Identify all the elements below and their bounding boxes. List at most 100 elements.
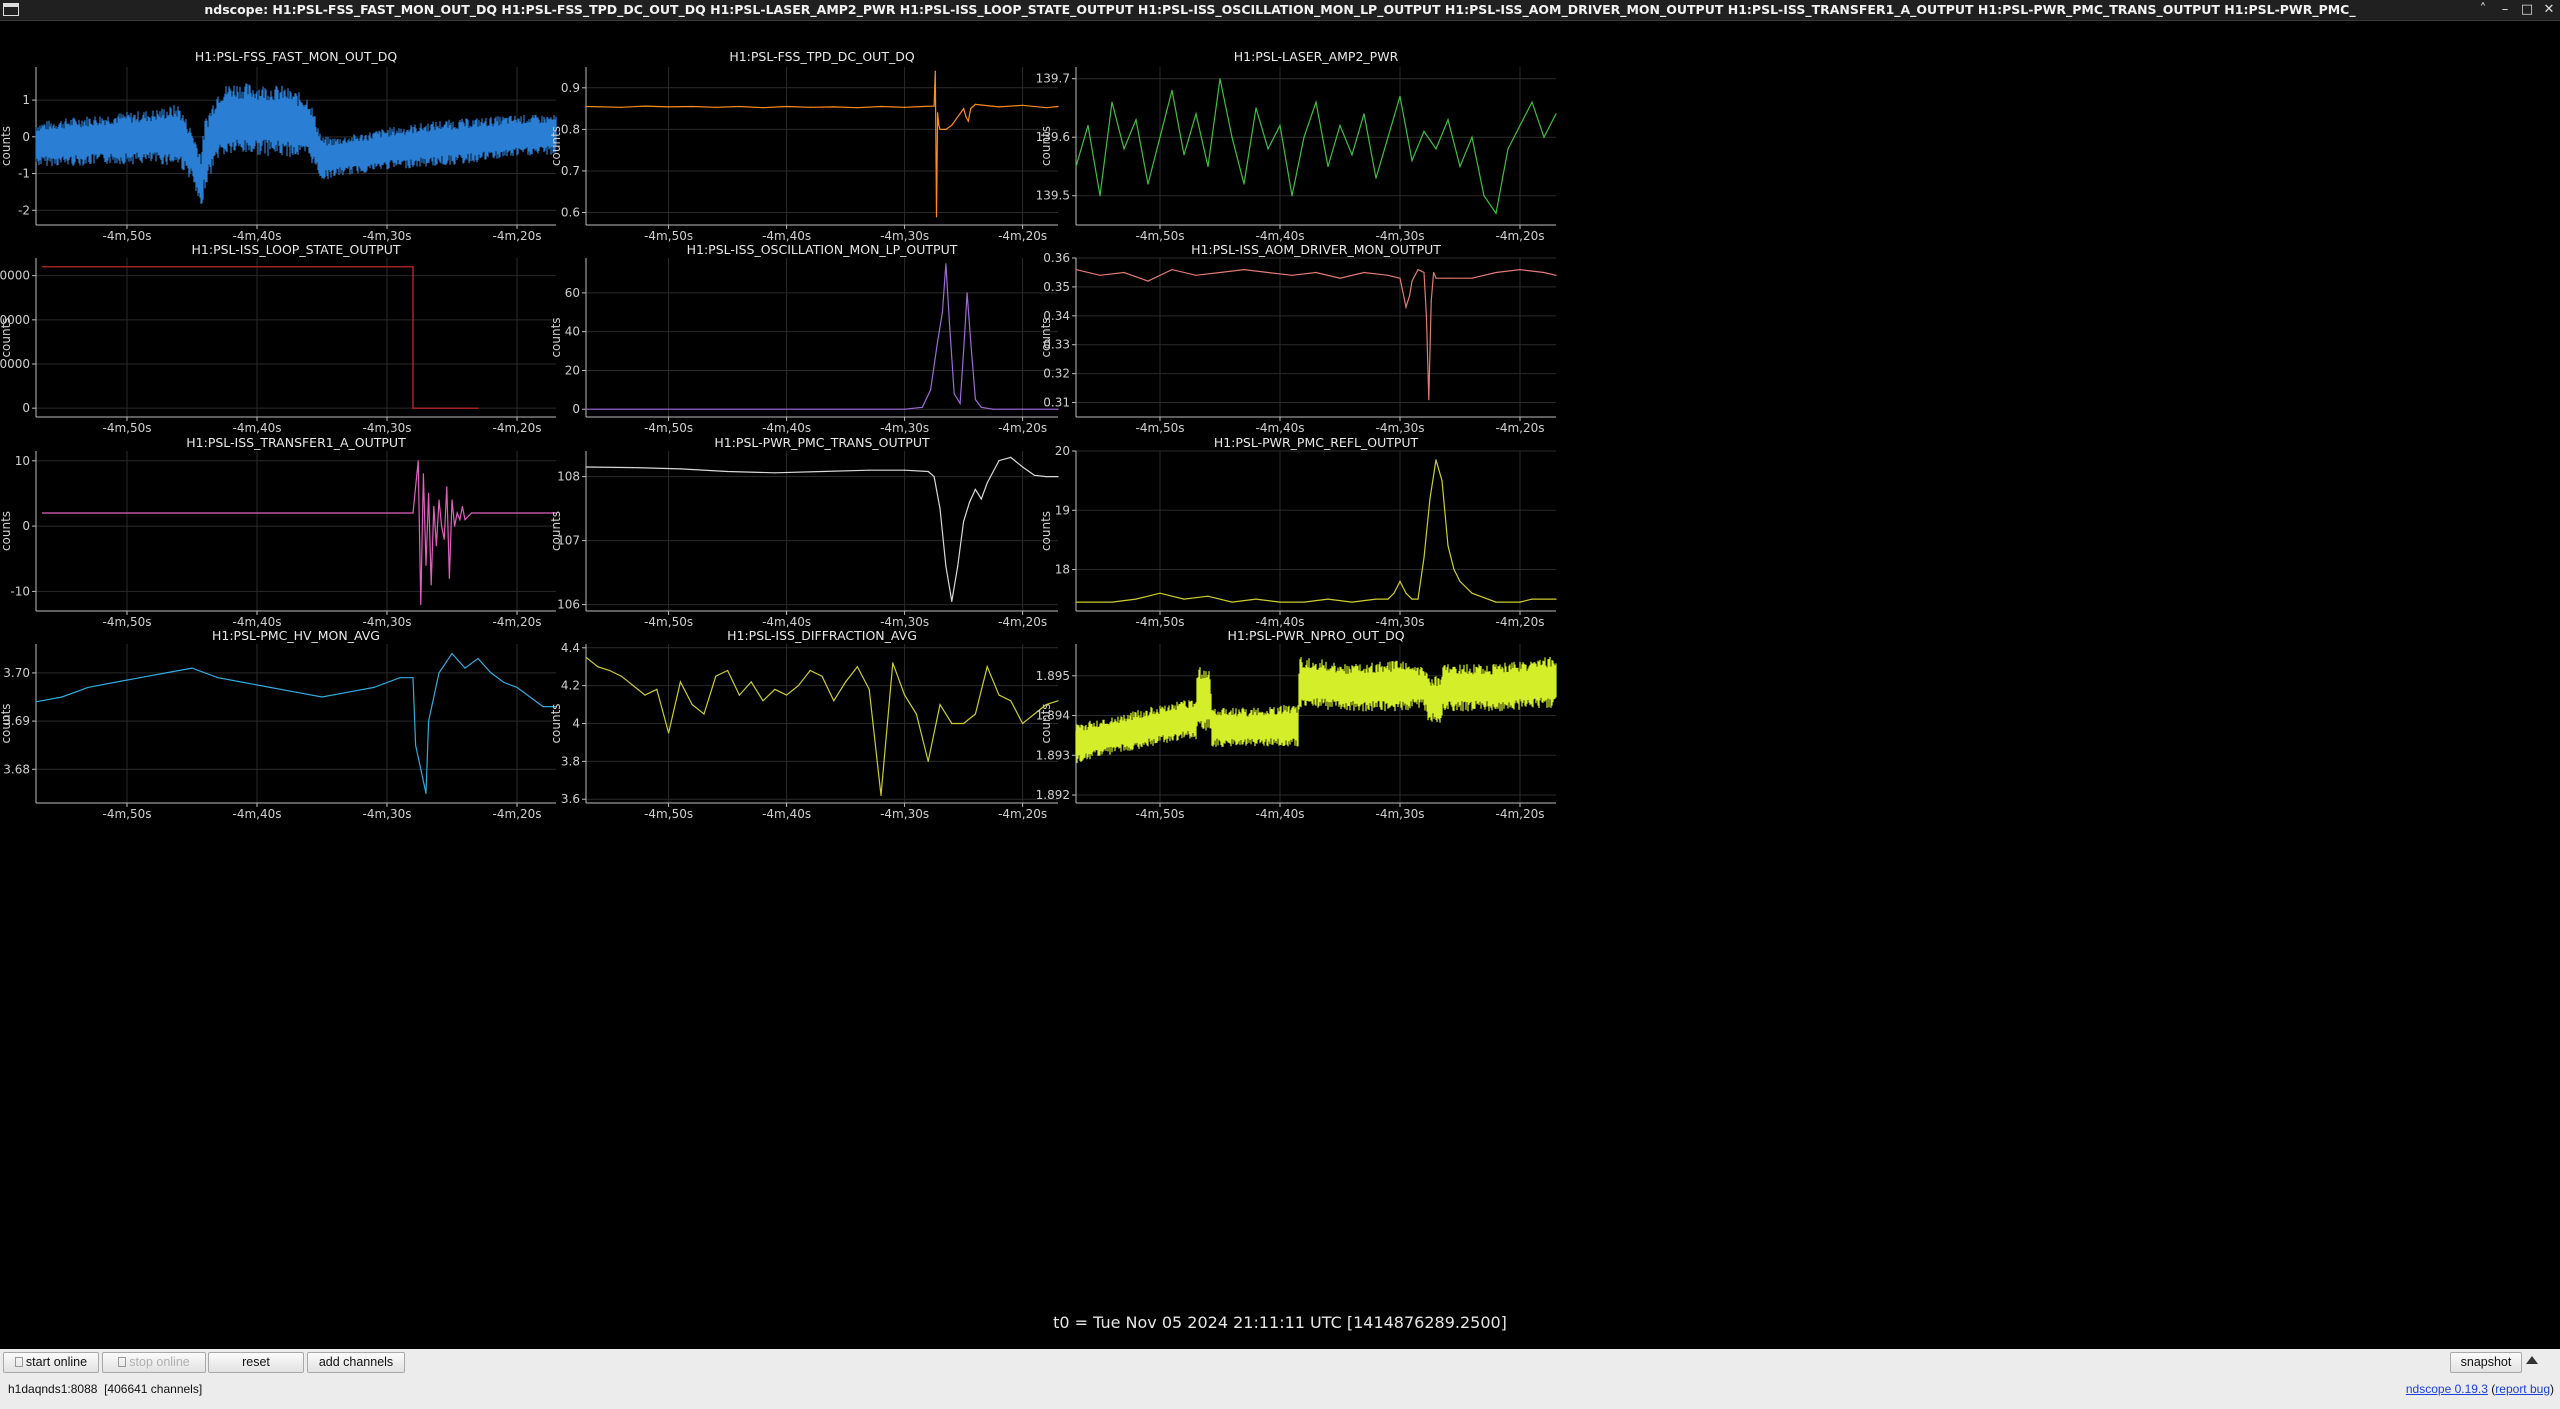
data-point xyxy=(1123,148,1125,150)
data-point xyxy=(992,408,994,410)
channel-count: [406641 channels] xyxy=(104,1382,203,1396)
data-point xyxy=(1135,598,1137,600)
x-tick-label: -4m,30s xyxy=(1376,421,1425,435)
plot-11[interactable]: -4m,50s -4m,40s -4m,30s -4m,20s 3.6 3.8 4 4.2 4.… xyxy=(549,628,1059,821)
data-point xyxy=(762,700,764,702)
data-point xyxy=(1171,89,1173,91)
x-tick-label: -4m,40s xyxy=(1256,807,1305,821)
data-point xyxy=(1435,277,1437,279)
data-point xyxy=(1423,271,1425,274)
data-point xyxy=(373,686,375,689)
data-point xyxy=(1147,183,1149,185)
series-band xyxy=(35,83,557,204)
data-point xyxy=(951,600,953,603)
data-point xyxy=(821,675,823,677)
data-point xyxy=(632,467,634,469)
data-point xyxy=(1075,269,1077,271)
data-point xyxy=(1010,456,1012,458)
data-point xyxy=(1411,280,1413,282)
data-point xyxy=(1387,274,1389,276)
plot-1[interactable]: -4m,50s -4m,40s -4m,30s -4m,20s -2 -1 0 1 H1:PSL… xyxy=(0,49,557,243)
plot-title: H1:PSL-LASER_AMP2_PWR xyxy=(1234,49,1399,64)
data-point xyxy=(945,565,947,567)
plot-2[interactable]: -4m,50s -4m,40s -4m,30s -4m,20s 0.6 0.7 0.8 0.9… xyxy=(549,49,1059,243)
x-tick-label: -4m,20s xyxy=(998,421,1047,435)
plot-3[interactable]: -4m,50s -4m,40s -4m,30s -4m,20s 139.5 139.6 13… xyxy=(1036,49,1557,243)
x-tick-label: -4m,40s xyxy=(762,421,811,435)
x-tick-label: -4m,20s xyxy=(493,615,542,629)
plot-title: H1:PSL-ISS_TRANSFER1_A_OUTPUT xyxy=(186,435,406,450)
data-point xyxy=(1495,212,1497,214)
data-point xyxy=(632,685,634,687)
data-point xyxy=(529,696,531,698)
data-point xyxy=(412,266,414,268)
data-point xyxy=(464,519,466,521)
data-point xyxy=(738,694,741,696)
data-point xyxy=(679,468,682,470)
expand-panel-icon[interactable] xyxy=(2526,1356,2538,1364)
data-point xyxy=(1459,165,1461,168)
data-point xyxy=(980,406,982,408)
data-point xyxy=(930,389,932,391)
plot-10[interactable]: -4m,50s -4m,40s -4m,30s -4m,20s 3.68 3.69 3.70… xyxy=(0,628,557,821)
data-point xyxy=(762,107,764,109)
y-axis-label: counts xyxy=(1039,703,1053,743)
snapshot-button[interactable]: snapshot xyxy=(2450,1352,2522,1373)
data-point xyxy=(433,505,435,508)
maximize-icon[interactable]: □ xyxy=(2520,2,2534,17)
data-point xyxy=(1543,598,1545,600)
add-channels-button[interactable]: add channels xyxy=(307,1352,405,1373)
plot-6[interactable]: -4m,50s -4m,40s -4m,30s -4m,20s 0.31 0.32 0.33… xyxy=(1039,242,1557,435)
close-icon[interactable]: ✕ xyxy=(2543,2,2555,17)
data-point xyxy=(1339,124,1341,127)
plot-7[interactable]: -4m,50s -4m,40s -4m,30s -4m,20s -10 0 10 H1:PSL… xyxy=(0,435,557,629)
data-point xyxy=(1375,177,1377,179)
window-title: ndscope: H1:PSL-FSS_FAST_MON_OUT_DQ H1:P… xyxy=(204,2,2356,17)
plot-8[interactable]: -4m,50s -4m,40s -4m,30s -4m,20s 106 107 108 H1:… xyxy=(549,435,1059,629)
data-point xyxy=(1231,136,1233,138)
x-tick-label: -4m,50s xyxy=(644,807,693,821)
data-point xyxy=(1315,101,1317,103)
plot-title: H1:PSL-FSS_FAST_MON_OUT_DQ xyxy=(195,49,398,64)
data-point xyxy=(856,107,859,109)
data-point xyxy=(438,499,440,501)
data-point xyxy=(868,469,870,471)
plot-12[interactable]: -4m,50s -4m,40s -4m,30s -4m,20s 1.892 1.893 1.… xyxy=(1036,628,1557,821)
plot-5[interactable]: -4m,50s -4m,40s -4m,30s -4m,20s 0 20 40 60 H1:PS… xyxy=(549,242,1059,435)
x-tick-label: -4m,30s xyxy=(1376,807,1425,821)
plots-grid[interactable]: -4m,50s -4m,40s -4m,30s -4m,20s-2-101H1:PSL… xyxy=(0,21,2560,1311)
data-point xyxy=(430,584,432,586)
y-tick-label: 60 xyxy=(565,286,580,300)
data-point xyxy=(691,105,693,108)
plot-9[interactable]: -4m,50s -4m,40s -4m,30s -4m,20s 18 19 20 H1:PSL… xyxy=(1039,435,1557,629)
minimize-icon[interactable]: – xyxy=(2501,2,2509,17)
x-tick-label: -4m,50s xyxy=(103,615,152,629)
y-tick-label: 10 xyxy=(15,454,30,468)
data-point xyxy=(1351,154,1353,156)
version-link[interactable]: ndscope 0.19.3 xyxy=(2405,1382,2488,1396)
data-point xyxy=(1057,700,1059,702)
report-bug-link[interactable]: report bug xyxy=(2495,1382,2550,1396)
data-point xyxy=(1183,598,1185,600)
data-point xyxy=(935,216,938,218)
plot-area[interactable]: -4m,50s -4m,40s -4m,30s -4m,20s -2 -1 0 1 H1:PSL… xyxy=(0,21,2560,1348)
start-online-button[interactable]: start online xyxy=(3,1352,99,1373)
y-tick-label: 10000 xyxy=(0,357,30,371)
data-point xyxy=(295,691,297,693)
data-point xyxy=(1399,277,1401,279)
data-point xyxy=(809,669,811,672)
y-tick-label: 18 xyxy=(1055,563,1070,577)
series-line xyxy=(586,263,1058,410)
data-point xyxy=(597,666,599,668)
chevron-up-icon[interactable]: ˄ xyxy=(2479,2,2487,17)
x-tick-label: -4m,20s xyxy=(998,229,1047,243)
y-tick-label: 0 xyxy=(572,402,580,416)
data-point xyxy=(412,512,414,514)
data-point xyxy=(974,713,977,715)
reset-button[interactable]: reset xyxy=(208,1352,304,1373)
data-point xyxy=(1303,136,1305,138)
plot-4[interactable]: -4m,50s -4m,40s -4m,30s -4m,20s 0 10000 20000 3… xyxy=(0,242,556,435)
y-tick-label: -2 xyxy=(18,203,30,217)
y-tick-label: 0 xyxy=(22,401,30,415)
data-point xyxy=(1195,274,1197,276)
